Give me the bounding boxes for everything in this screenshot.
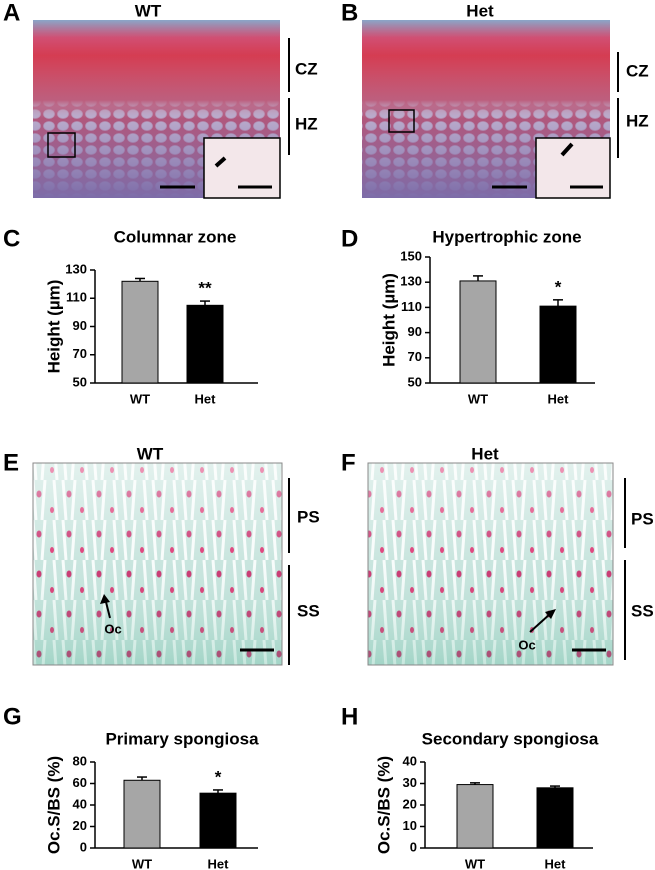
arrow-label: Oc: [104, 621, 121, 636]
bar: [536, 787, 574, 849]
chart-title: Primary spongiosa: [105, 729, 259, 748]
bar: [123, 779, 161, 849]
y-tick-label: 20: [73, 818, 87, 833]
zone-label: PS: [297, 507, 320, 526]
bar: [539, 305, 577, 384]
x-tick-label: Het: [545, 856, 567, 870]
panel-letter: A: [3, 0, 20, 26]
bar-chart: C Columnar zone Height (µm) 50 70 90 110 130 WT H…: [3, 225, 258, 406]
bar: [199, 792, 237, 849]
inset: [535, 137, 611, 199]
arrow-head: [545, 609, 556, 619]
chart-title: Columnar zone: [114, 227, 237, 246]
panel-letter: F: [341, 449, 356, 476]
bar-chart: H Secondary spongiosa Oc.S/BS (%) 0 10 20 30 40…: [341, 703, 599, 870]
panel-title: Het: [471, 444, 499, 463]
y-tick-label: 110: [66, 290, 87, 305]
inset-arrow: [560, 142, 574, 157]
bar-chart: D Hypertrophic zone Height (µm) 50 70 90 110 13…: [341, 225, 595, 406]
arrow-label: Oc: [518, 637, 535, 652]
zone-label: SS: [631, 601, 654, 620]
significance: **: [198, 279, 212, 298]
zone-label: HZ: [626, 111, 649, 130]
y-axis-label: Height (µm): [379, 273, 398, 367]
panel-e: E WT Oc PS SS: [3, 444, 320, 666]
y-tick-label: 70: [408, 349, 422, 364]
y-tick-label: 20: [403, 796, 417, 811]
panel-letter: D: [341, 225, 358, 252]
panel-letter: G: [3, 703, 22, 730]
x-tick-label: Het: [548, 391, 570, 406]
chart-title: Hypertrophic zone: [432, 227, 581, 246]
y-tick-label: 110: [401, 299, 422, 314]
panel-letter: B: [341, 0, 358, 26]
bar: [456, 784, 494, 849]
y-tick-label: 130: [400, 274, 422, 289]
panel-title: WT: [135, 1, 162, 20]
panel-title: WT: [137, 444, 164, 463]
inset-box: [388, 109, 415, 133]
panel-f: F Het Oc PS SS: [341, 444, 654, 666]
y-tick-label: 150: [400, 248, 422, 263]
bar: [121, 280, 159, 384]
x-tick-label: WT: [465, 856, 485, 870]
bar: [186, 304, 224, 384]
zone-label: CZ: [295, 59, 318, 78]
y-tick-label: 90: [408, 324, 422, 339]
bar-chart: G Primary spongiosa Oc.S/BS (%) 0 20 40 60 80 WT…: [3, 703, 259, 870]
arrow: [529, 613, 551, 633]
y-tick-label: 10: [403, 818, 417, 833]
panel-a: A WT CZ HZ: [3, 0, 318, 199]
panel-letter: C: [3, 225, 20, 252]
significance: *: [215, 767, 222, 786]
y-axis-label: Height (µm): [44, 280, 63, 374]
zone-label: HZ: [295, 114, 318, 133]
arrow-head: [100, 594, 110, 604]
y-tick-label: 60: [73, 775, 87, 790]
x-tick-label: WT: [468, 391, 488, 406]
x-tick-label: WT: [130, 391, 150, 406]
panel-letter: H: [341, 703, 358, 730]
y-tick-label: 90: [73, 318, 87, 333]
inset: [203, 137, 281, 199]
y-axis-label: Oc.S/BS (%): [374, 756, 393, 854]
y-tick-label: 30: [403, 775, 417, 790]
zone-label: SS: [297, 601, 320, 620]
y-tick-label: 70: [73, 346, 87, 361]
y-tick-label: 40: [73, 796, 87, 811]
y-tick-label: 50: [408, 374, 422, 389]
y-axis-label: Oc.S/BS (%): [44, 756, 63, 854]
panel-letter: E: [3, 449, 19, 476]
inset-box: [47, 132, 76, 158]
zone-label: PS: [631, 509, 654, 528]
y-tick-label: 0: [410, 839, 417, 854]
chart-title: Secondary spongiosa: [422, 729, 599, 748]
panel-b: B Het CZ HZ: [341, 0, 649, 199]
y-tick-label: 130: [65, 261, 87, 276]
x-tick-label: Het: [208, 856, 230, 870]
micrograph-overlay: [32, 462, 283, 666]
significance: *: [555, 277, 562, 296]
y-tick-label: 80: [73, 753, 87, 768]
x-tick-label: Het: [195, 391, 217, 406]
zone-label: CZ: [626, 61, 649, 80]
y-tick-label: 40: [403, 753, 417, 768]
micrograph-overlay: [367, 462, 614, 666]
x-tick-label: WT: [132, 856, 152, 870]
panel-title: Het: [466, 1, 494, 20]
y-tick-label: 0: [80, 839, 87, 854]
bar: [459, 280, 497, 384]
inset-arrow: [214, 156, 227, 168]
y-tick-label: 50: [73, 374, 87, 389]
